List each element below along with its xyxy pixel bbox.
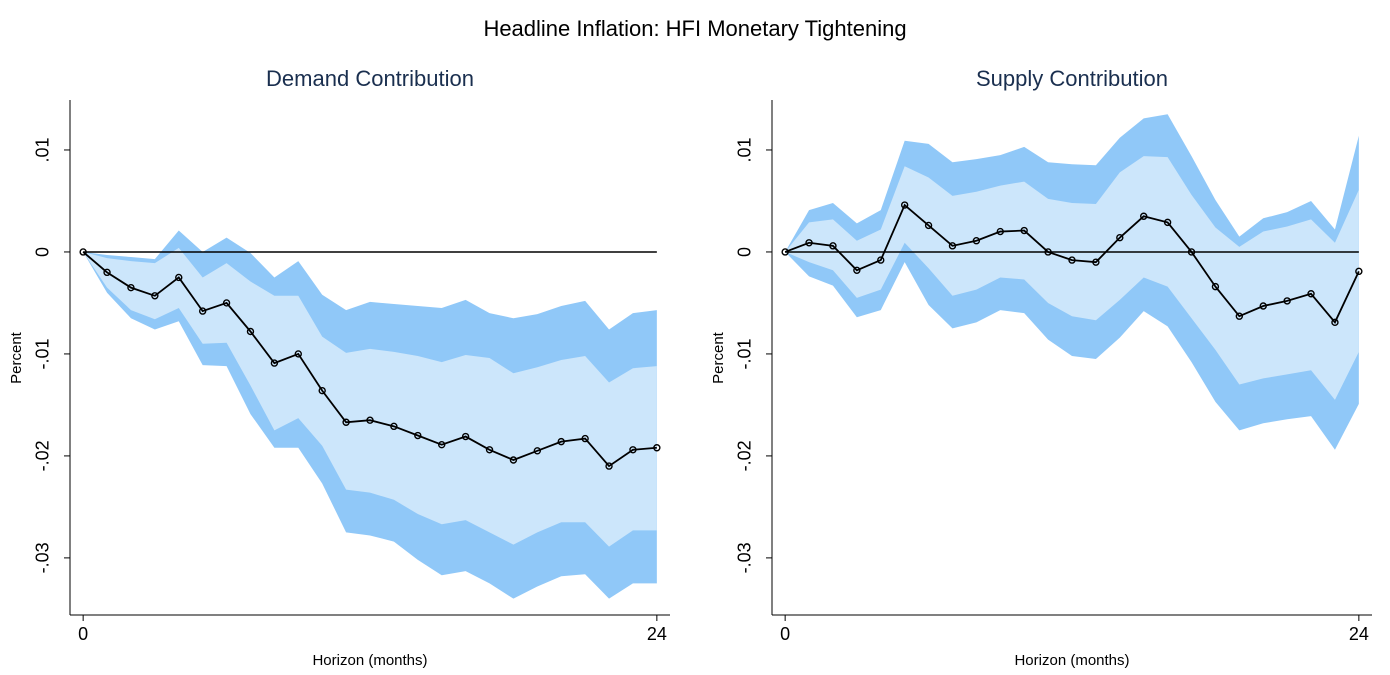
point bbox=[557, 437, 565, 446]
point bbox=[1355, 267, 1363, 276]
point bbox=[972, 237, 981, 245]
point bbox=[198, 307, 207, 315]
y-tick-label: .01 bbox=[33, 137, 53, 162]
point bbox=[1020, 226, 1028, 235]
point bbox=[414, 431, 422, 440]
y-tick-label: -.01 bbox=[33, 338, 53, 369]
figure-title: Headline Inflation: HFI Monetary Tighten… bbox=[483, 16, 906, 41]
y-tick-label: .01 bbox=[735, 137, 755, 162]
point bbox=[127, 283, 135, 292]
point bbox=[924, 221, 933, 230]
point bbox=[294, 350, 302, 358]
point bbox=[1163, 218, 1172, 227]
point bbox=[533, 447, 542, 455]
point bbox=[438, 440, 446, 449]
point bbox=[222, 299, 231, 307]
y-tick-label: -.02 bbox=[33, 440, 53, 471]
point bbox=[270, 359, 279, 367]
point bbox=[1044, 248, 1052, 256]
point bbox=[900, 201, 909, 209]
x-tick-label: 0 bbox=[78, 624, 88, 644]
point bbox=[175, 273, 183, 282]
x-tick-label: 0 bbox=[780, 624, 790, 644]
point bbox=[1211, 282, 1220, 291]
y-tick-label: -.02 bbox=[735, 440, 755, 471]
point bbox=[1259, 302, 1267, 310]
x-axis-label: Horizon (months) bbox=[1014, 652, 1129, 669]
point bbox=[1116, 233, 1124, 242]
y-tick-label: -.01 bbox=[735, 338, 755, 369]
point bbox=[246, 327, 255, 336]
point bbox=[653, 444, 661, 452]
confidence-band bbox=[83, 247, 657, 547]
point bbox=[805, 239, 813, 247]
point bbox=[1283, 297, 1291, 305]
x-axis-label: Horizon (months) bbox=[312, 652, 427, 669]
y-axis-label: Percent bbox=[710, 331, 727, 384]
line bbox=[82, 251, 657, 468]
point bbox=[1235, 312, 1244, 320]
y-tick-label: -.03 bbox=[33, 542, 53, 573]
point bbox=[1092, 258, 1100, 266]
line bbox=[784, 203, 1360, 324]
point bbox=[509, 456, 518, 464]
point bbox=[485, 446, 494, 454]
point bbox=[366, 416, 374, 424]
point bbox=[151, 292, 159, 300]
y-tick-label: 0 bbox=[33, 247, 53, 257]
point bbox=[342, 418, 350, 426]
point bbox=[1187, 248, 1196, 256]
point bbox=[853, 266, 861, 275]
point bbox=[461, 432, 470, 441]
y-tick-label: -.03 bbox=[735, 542, 755, 573]
point bbox=[781, 248, 789, 256]
point bbox=[948, 242, 957, 250]
panel-title: Demand Contribution bbox=[266, 66, 474, 91]
point bbox=[829, 242, 837, 250]
y-tick-label: 0 bbox=[735, 247, 755, 257]
point bbox=[1068, 256, 1076, 264]
point bbox=[1331, 318, 1339, 327]
point bbox=[390, 422, 398, 431]
point bbox=[318, 386, 326, 395]
point bbox=[103, 268, 111, 277]
point bbox=[605, 462, 613, 470]
point bbox=[581, 434, 589, 443]
point bbox=[79, 248, 87, 256]
point bbox=[629, 446, 637, 454]
y-axis-label: Percent bbox=[8, 331, 25, 384]
point bbox=[996, 227, 1004, 236]
panel-title: Supply Contribution bbox=[976, 66, 1168, 91]
x-tick-label: 24 bbox=[647, 624, 667, 644]
x-tick-label: 24 bbox=[1349, 624, 1369, 644]
point bbox=[1140, 212, 1148, 220]
point bbox=[1307, 290, 1315, 298]
point bbox=[877, 256, 885, 264]
confidence-band bbox=[785, 156, 1359, 400]
